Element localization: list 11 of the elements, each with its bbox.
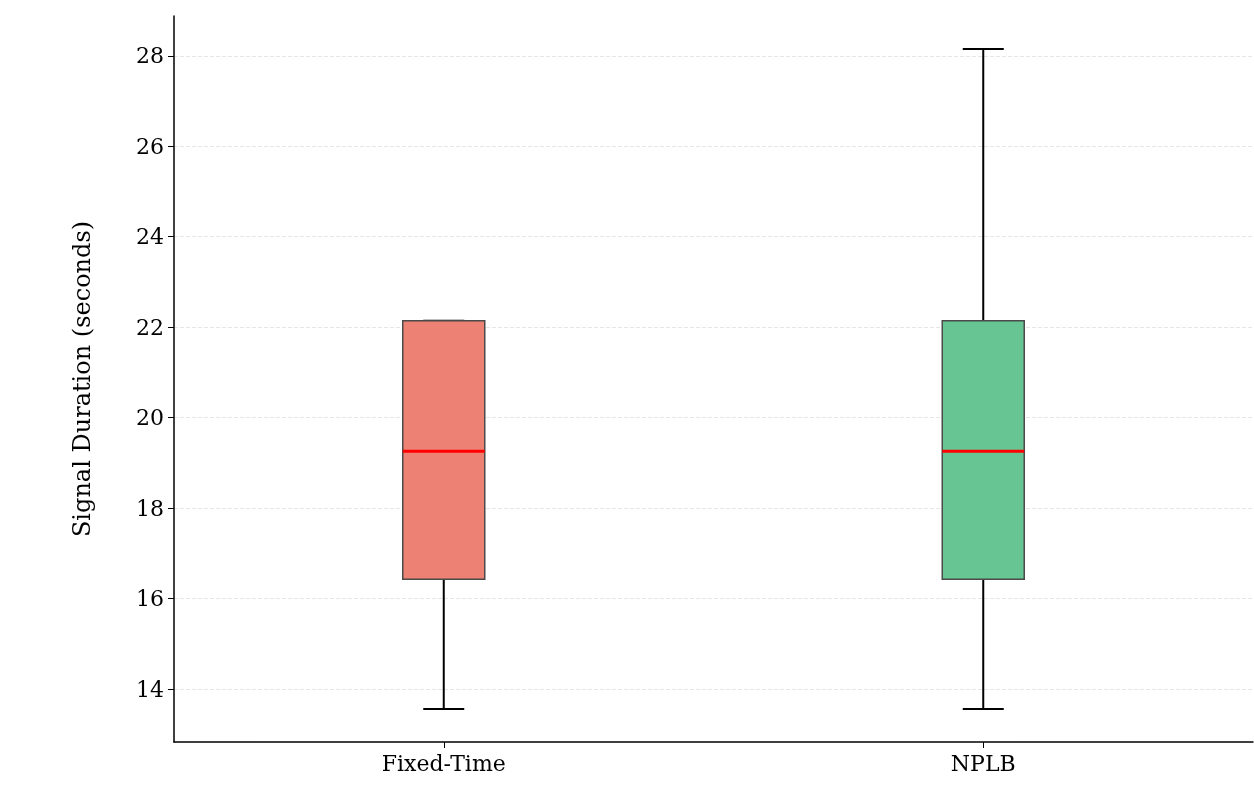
y-tick-label: 20: [136, 405, 164, 431]
y-tick-label: 22: [136, 314, 164, 340]
x-tick-label: NPLB: [950, 750, 1016, 776]
y-tick-label: 26: [136, 133, 164, 159]
y-tick-label: 28: [136, 43, 164, 69]
y-axis-title: Signal Duration (seconds): [68, 220, 96, 538]
y-tick-label: 18: [136, 495, 164, 521]
x-tick-label: Fixed-Time: [381, 750, 506, 776]
y-tick-label: 16: [136, 586, 164, 612]
y-tick-label: 14: [136, 676, 164, 702]
y-tick-label: 24: [136, 224, 164, 250]
